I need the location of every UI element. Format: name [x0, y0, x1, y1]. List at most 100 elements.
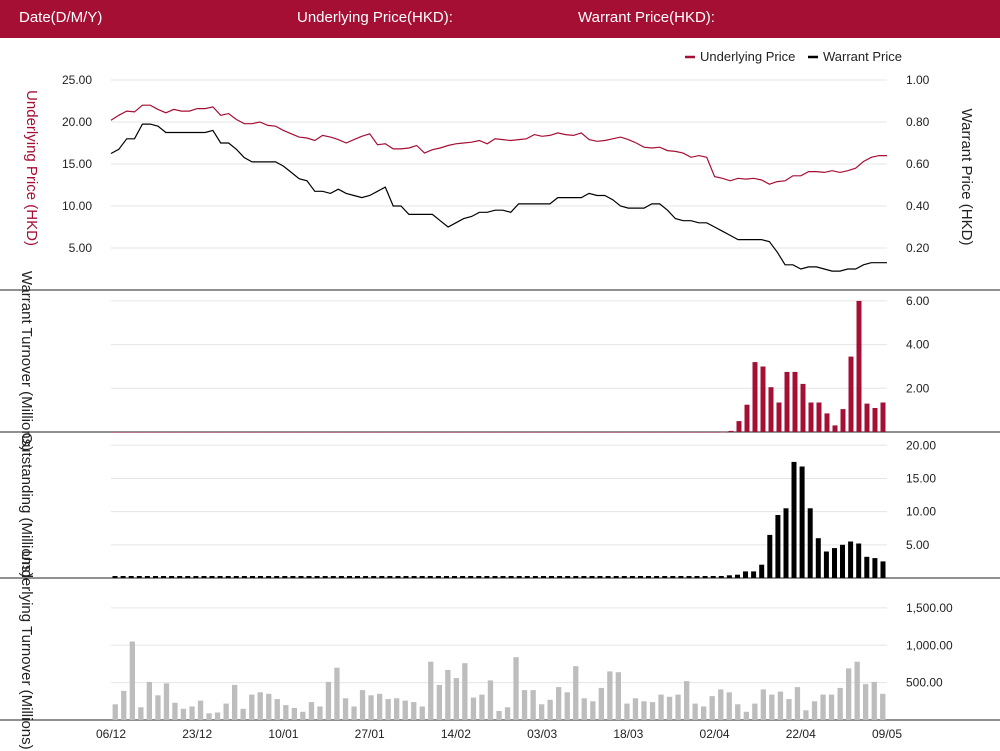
bar [872, 408, 878, 432]
bar [621, 576, 627, 578]
bar [112, 704, 118, 720]
bar [217, 576, 223, 578]
bar [257, 692, 263, 720]
bar [820, 694, 826, 720]
bar [872, 558, 878, 578]
bar [184, 432, 190, 433]
bar [536, 432, 542, 433]
bar [701, 706, 707, 720]
y-tick-left: 15.00 [62, 157, 92, 171]
bar [854, 661, 860, 720]
y-tick-left: 5.00 [69, 241, 93, 255]
x-tick: 06/12 [96, 727, 126, 741]
bar [743, 571, 748, 578]
bar [568, 432, 574, 433]
bar [541, 576, 546, 578]
bar [607, 671, 613, 720]
bar [440, 432, 446, 433]
bar [560, 432, 566, 433]
bar [720, 431, 726, 433]
bar [288, 432, 294, 433]
bar [557, 576, 563, 578]
bar [456, 432, 462, 433]
bar [688, 432, 694, 433]
y-tick-right: 1,500.00 [906, 601, 953, 615]
bar [128, 432, 134, 433]
bar [544, 432, 550, 433]
y-tick-right: 15.00 [906, 471, 936, 485]
y-tick-right: 10.00 [906, 505, 936, 519]
x-tick: 27/01 [355, 727, 385, 741]
bar [185, 576, 191, 578]
bar [565, 576, 571, 578]
bar [581, 576, 587, 578]
bar [792, 371, 798, 432]
bar [258, 576, 263, 578]
bar [863, 684, 869, 720]
bar [767, 534, 773, 578]
bar [368, 432, 374, 433]
bar [419, 576, 425, 578]
bar [597, 576, 603, 578]
bar [492, 576, 498, 578]
bar [654, 576, 660, 578]
bar [696, 432, 702, 433]
bar [427, 576, 433, 578]
bar [584, 432, 590, 433]
bar [376, 432, 382, 433]
bar [264, 432, 270, 433]
legend-label-underlying: Underlying Price [700, 49, 795, 64]
bar [692, 703, 698, 720]
bar [709, 696, 715, 720]
y-tick-right: 4.00 [906, 338, 930, 352]
series-line-warrant [110, 123, 887, 272]
bar [512, 432, 518, 433]
bar [880, 402, 886, 432]
legend-label-warrant: Warrant Price [823, 49, 902, 64]
bar [751, 571, 757, 578]
bar [377, 693, 383, 720]
bar [848, 541, 854, 578]
bar [743, 711, 749, 720]
bar [786, 699, 792, 720]
bar [504, 432, 510, 433]
bar [206, 713, 212, 720]
header-date-label: Date(D/M/Y) [19, 9, 103, 26]
bar [590, 701, 596, 720]
bar [144, 432, 150, 433]
bar [428, 661, 434, 720]
bar [777, 691, 784, 720]
bar [613, 576, 619, 578]
bar [248, 432, 254, 433]
bar [521, 690, 528, 720]
bar [736, 421, 742, 432]
bar [524, 576, 530, 578]
bar [403, 576, 409, 578]
bar [155, 695, 161, 720]
bar [702, 576, 708, 578]
bar [250, 576, 255, 578]
bar [776, 402, 782, 432]
bar [472, 432, 478, 433]
bar [840, 409, 846, 432]
bar [445, 669, 451, 720]
bar [807, 508, 813, 578]
bar [600, 432, 606, 433]
header-underlying-price-label: Underlying Price(HKD): [297, 9, 453, 26]
bar [168, 432, 174, 433]
bar [726, 575, 732, 578]
bar [197, 700, 204, 720]
bar [678, 576, 684, 578]
y-axis-title-left: Underlying Price (HKD) [23, 90, 40, 246]
bar [411, 576, 417, 578]
bar [411, 702, 417, 720]
bar [760, 366, 766, 432]
y-tick-left: 25.00 [62, 73, 92, 87]
y-tick-right: 0.60 [906, 157, 930, 171]
bar [300, 711, 306, 720]
bar [640, 432, 646, 433]
x-tick: 10/01 [268, 727, 298, 741]
bar [436, 684, 442, 720]
bar [176, 432, 182, 433]
